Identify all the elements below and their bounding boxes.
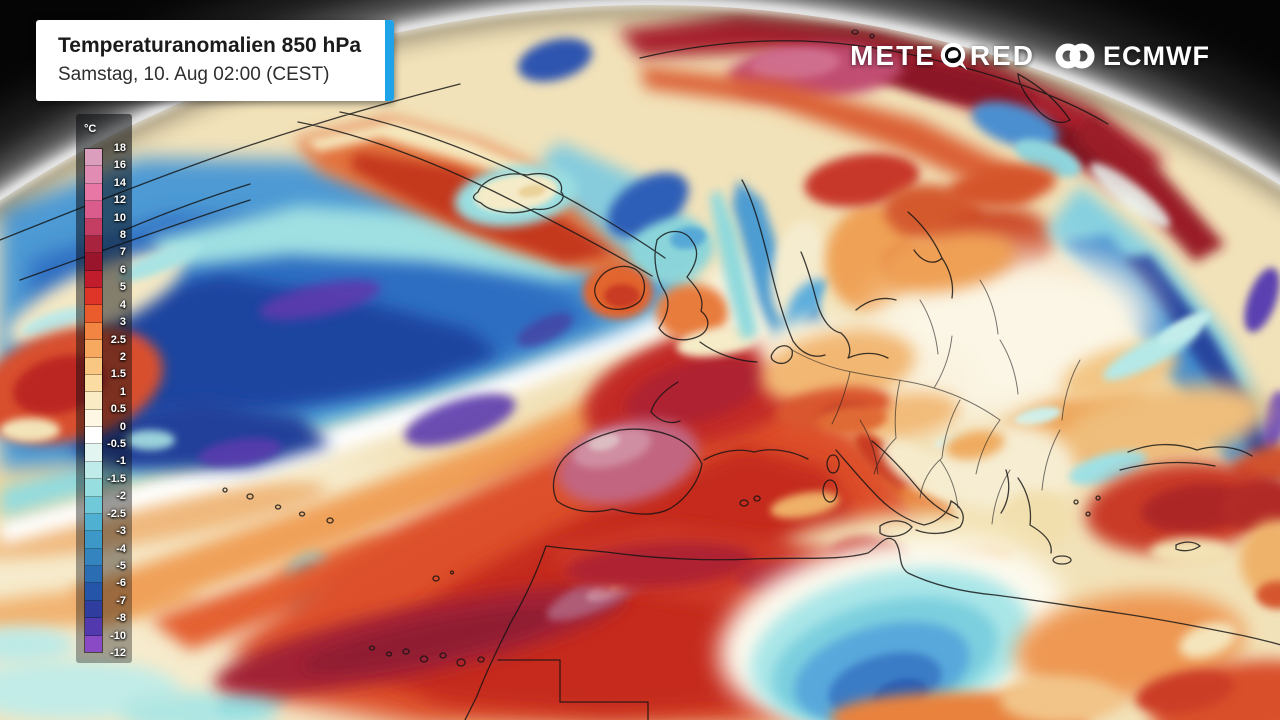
meteored-text-suffix: RED [969, 40, 1036, 71]
legend-tick-label: -3 [116, 525, 126, 538]
legend-tick-label: -0.5 [107, 438, 126, 451]
legend-color-cell [85, 635, 102, 652]
legend-tick-label: 14 [113, 176, 126, 189]
legend-tick-label: -5 [116, 559, 126, 572]
map-datetime: Samstag, 10. Aug 02:00 (CEST) [58, 64, 330, 85]
legend-color-cell [85, 444, 102, 462]
legend-color-cell [85, 235, 102, 254]
legend-color-cell [85, 427, 102, 445]
legend-tick-label: -8 [116, 612, 126, 625]
legend-tick-label: 4 [119, 298, 126, 311]
legend-color-cell [85, 531, 102, 549]
legend-color-cell [85, 409, 102, 427]
legend-color-cell [85, 149, 102, 167]
legend-tick-label: 7 [119, 246, 126, 259]
ecmwf-knot-icon [1053, 41, 1097, 71]
legend-tick-label: -1.5 [107, 472, 126, 485]
legend-color-cell [85, 357, 102, 375]
globe-limb-highlight [0, 1, 1280, 203]
title-card: Temperaturanomalien 850 hPa Samstag, 10.… [36, 20, 394, 101]
title-accent-bar [385, 20, 394, 101]
ecmwf-text: ECMWF [1103, 40, 1210, 71]
legend-color-cell [85, 218, 102, 236]
speech-bubble-o-icon [938, 41, 968, 71]
legend-tick-label: 12 [113, 194, 126, 207]
legend-color-cell [85, 166, 102, 184]
legend-tick-label: 0 [119, 420, 126, 433]
legend-tick-label: 18 [113, 142, 126, 154]
legend-color-cell [85, 461, 102, 480]
legend-tick-label: 1 [119, 385, 126, 398]
legend-color-cell [85, 566, 102, 584]
legend-color-cell [85, 618, 102, 636]
coastlines [0, 29, 1280, 720]
legend-color-cell [85, 183, 102, 202]
legend-tick-labels: 18 16 14 12 10 8 7 6 5 4 3 2.5 2 1.5 1 0.5 0 -0.5 -1 -1.5 -2… [106, 142, 126, 659]
legend-unit-label: °C [84, 123, 97, 135]
legend-tick-label: 6 [119, 263, 126, 276]
legend-color-cell [85, 270, 102, 288]
legend-tick-label: 16 [113, 159, 126, 172]
legend-color-cell [85, 340, 102, 358]
country-borders [791, 279, 1081, 525]
meteored-logo: METE RED [850, 40, 1035, 72]
map-title: Temperaturanomalien 850 hPa [58, 34, 362, 57]
legend-color-cell [85, 513, 102, 532]
legend-color-bar [84, 148, 103, 653]
legend-tick-label: -6 [116, 577, 126, 590]
legend-tick-label: -7 [116, 594, 126, 607]
legend-tick-label: 2 [119, 350, 126, 363]
legend-tick-label: 10 [113, 211, 126, 224]
legend-tick-label: 5 [119, 281, 126, 294]
legend-color-cell [85, 583, 102, 601]
legend-tick-label: -1 [116, 455, 126, 468]
meteored-text-prefix: METE [850, 40, 936, 71]
legend-tick-label: 3 [119, 316, 126, 329]
legend-color-cell [85, 305, 102, 323]
legend-color-cell [85, 548, 102, 566]
legend-color-cell [85, 496, 102, 514]
branding-bar: METE RED ECMWF [850, 40, 1210, 72]
legend-tick-label: 1.5 [110, 368, 126, 381]
legend-color-cell [85, 201, 102, 219]
legend-tick-label: 2.5 [110, 333, 126, 346]
legend-tick-label: -10 [110, 629, 126, 642]
legend-tick-label: 8 [119, 229, 126, 242]
legend-tick-label: -4 [116, 542, 126, 555]
ecmwf-logo: ECMWF [1053, 41, 1210, 72]
legend-tick-label: -12 [110, 647, 126, 659]
legend-color-cell [85, 600, 102, 619]
legend-color-cell [85, 253, 102, 271]
legend-tick-label: -2 [116, 490, 126, 503]
legend-color-cell [85, 288, 102, 306]
legend-tick-label: -2.5 [107, 507, 126, 520]
legend-tick-label: 0.5 [110, 403, 126, 416]
legend-color-cell [85, 479, 102, 497]
color-scale-legend: °C 18 16 14 12 10 8 7 6 5 4 3 2.5 2 1.5 1 0.5 0 -0.5 -1 -1.… [76, 114, 132, 663]
legend-color-cell [85, 392, 102, 410]
legend-color-cell [85, 322, 102, 341]
legend-color-cell [85, 374, 102, 393]
